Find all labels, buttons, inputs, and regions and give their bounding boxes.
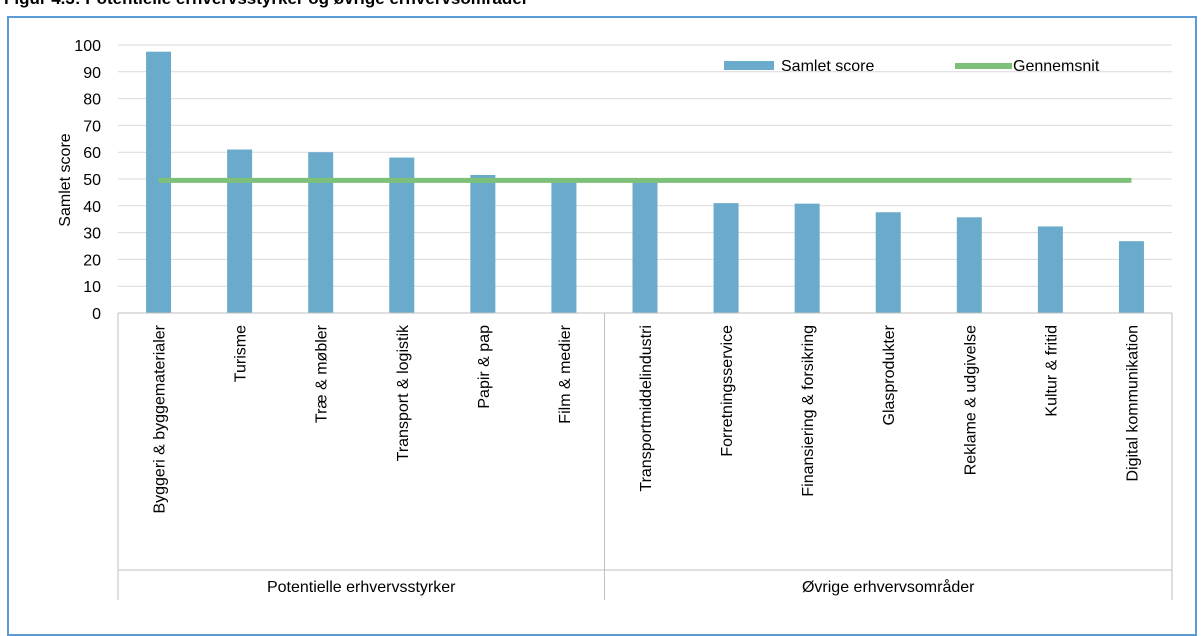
y-tick-label: 20 <box>83 252 101 269</box>
x-tick-label: Turisme <box>233 325 250 382</box>
x-tick-label: Digital kommunikation <box>1124 325 1141 482</box>
y-tick-labels: 0 10 20 30 40 50 60 70 80 90 100 <box>74 38 101 323</box>
x-tick-label: Finansiering & forsikring <box>800 325 817 497</box>
bar <box>470 174 496 313</box>
bar <box>713 203 739 313</box>
x-tick-label: Reklame & udgivelse <box>962 325 979 475</box>
y-tick-label: 30 <box>83 226 101 243</box>
bar <box>1118 241 1144 313</box>
bar-chart: 0 10 20 30 40 50 60 70 80 90 100 Byggeri & byggema… <box>57 38 1173 600</box>
group-label: Potentielle erhvervsstyrker <box>267 579 456 596</box>
y-tick-label: 40 <box>83 199 101 216</box>
bar <box>551 180 577 313</box>
legend-label-samlet-score: Samlet score <box>781 58 874 75</box>
bar <box>227 149 253 313</box>
x-tick-label: Transportmiddelindustri <box>638 325 655 492</box>
bar <box>794 203 820 313</box>
x-tick-label: Transport & logistik <box>395 324 412 461</box>
bar <box>389 157 415 313</box>
y-tick-label: 70 <box>83 118 101 135</box>
bar <box>632 180 658 313</box>
y-tick-label: 80 <box>83 92 101 109</box>
y-tick-label: 60 <box>83 145 101 162</box>
chart-frame <box>7 16 1197 636</box>
bar <box>875 212 901 313</box>
x-tick-label: Glasprodukter <box>881 324 898 425</box>
y-tick-label: 0 <box>92 306 101 323</box>
legend-swatch-samlet-score <box>724 61 774 70</box>
legend-label-gennemsnit: Gennemsnit <box>1013 58 1100 75</box>
x-tick-label: Forretningsservice <box>719 325 736 457</box>
x-tick-label: Byggeri & byggematerialer <box>152 324 169 513</box>
y-tick-label: 50 <box>83 172 101 189</box>
group-label: Øvrige erhvervsområder <box>802 578 975 596</box>
x-tick-labels: Byggeri & byggematerialer Turisme Træ & mø… <box>152 324 1142 514</box>
x-tick-label: Kultur & fritid <box>1043 325 1060 417</box>
y-tick-label: 100 <box>74 38 101 55</box>
x-tick-label: Træ & møbler <box>314 324 331 423</box>
bar <box>308 152 334 313</box>
figure-title: Figur 4.3: Potentielle erhvervsstyrker o… <box>4 0 528 9</box>
x-tick-label: Film & medier <box>557 324 574 423</box>
x-tick-label: Papir & pap <box>476 325 493 409</box>
y-tick-label: 10 <box>83 279 101 296</box>
legend: Samlet score Gennemsnit <box>724 58 1100 75</box>
y-tick-label: 90 <box>83 65 101 82</box>
bar <box>956 217 982 313</box>
y-axis-label: Samlet score <box>57 133 74 226</box>
bar <box>1037 226 1063 313</box>
category-groups: Potentielle erhvervsstyrker Øvrige erhver… <box>117 313 1173 600</box>
